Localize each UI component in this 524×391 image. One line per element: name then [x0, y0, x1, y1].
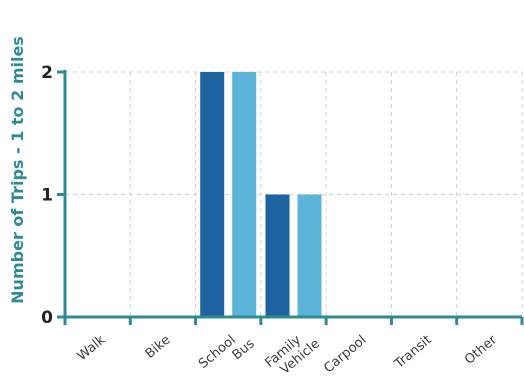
x-tick-label-2: Bike	[143, 333, 174, 362]
y-tick-labels: 0 1 2	[41, 63, 53, 328]
x-tick-label-line: Bike	[143, 333, 174, 362]
x-tick-label-5: Carpool	[321, 333, 369, 377]
x-tick-label-6: Transit	[391, 333, 434, 373]
bar-series-2-category-4	[297, 194, 322, 317]
x-tick-label-1: Walk	[75, 332, 109, 364]
x-tick-label-line: Transit	[391, 333, 434, 373]
grid-lines	[65, 71, 523, 317]
x-tick-label-line: Carpool	[321, 333, 369, 377]
x-tick-label-7: Other	[462, 332, 500, 368]
x-tick-label-4: FamilyVehicle	[262, 325, 323, 383]
y-axis-title: Number of Trips - 1 to 2 miles	[8, 36, 27, 304]
x-tick-label-line: Walk	[75, 332, 109, 364]
x-tick-label-line: Other	[462, 332, 500, 368]
axes	[57, 70, 524, 325]
x-tick-label-3: SchoolBus	[196, 325, 258, 384]
y-tick-label-2: 2	[41, 63, 53, 83]
bar-series-1-category-3	[200, 72, 225, 317]
y-tick-label-1: 1	[41, 186, 53, 206]
y-tick-label-0: 0	[41, 308, 53, 328]
bar-series-2-category-3	[232, 72, 257, 317]
bar-series-1-category-4	[265, 194, 290, 317]
